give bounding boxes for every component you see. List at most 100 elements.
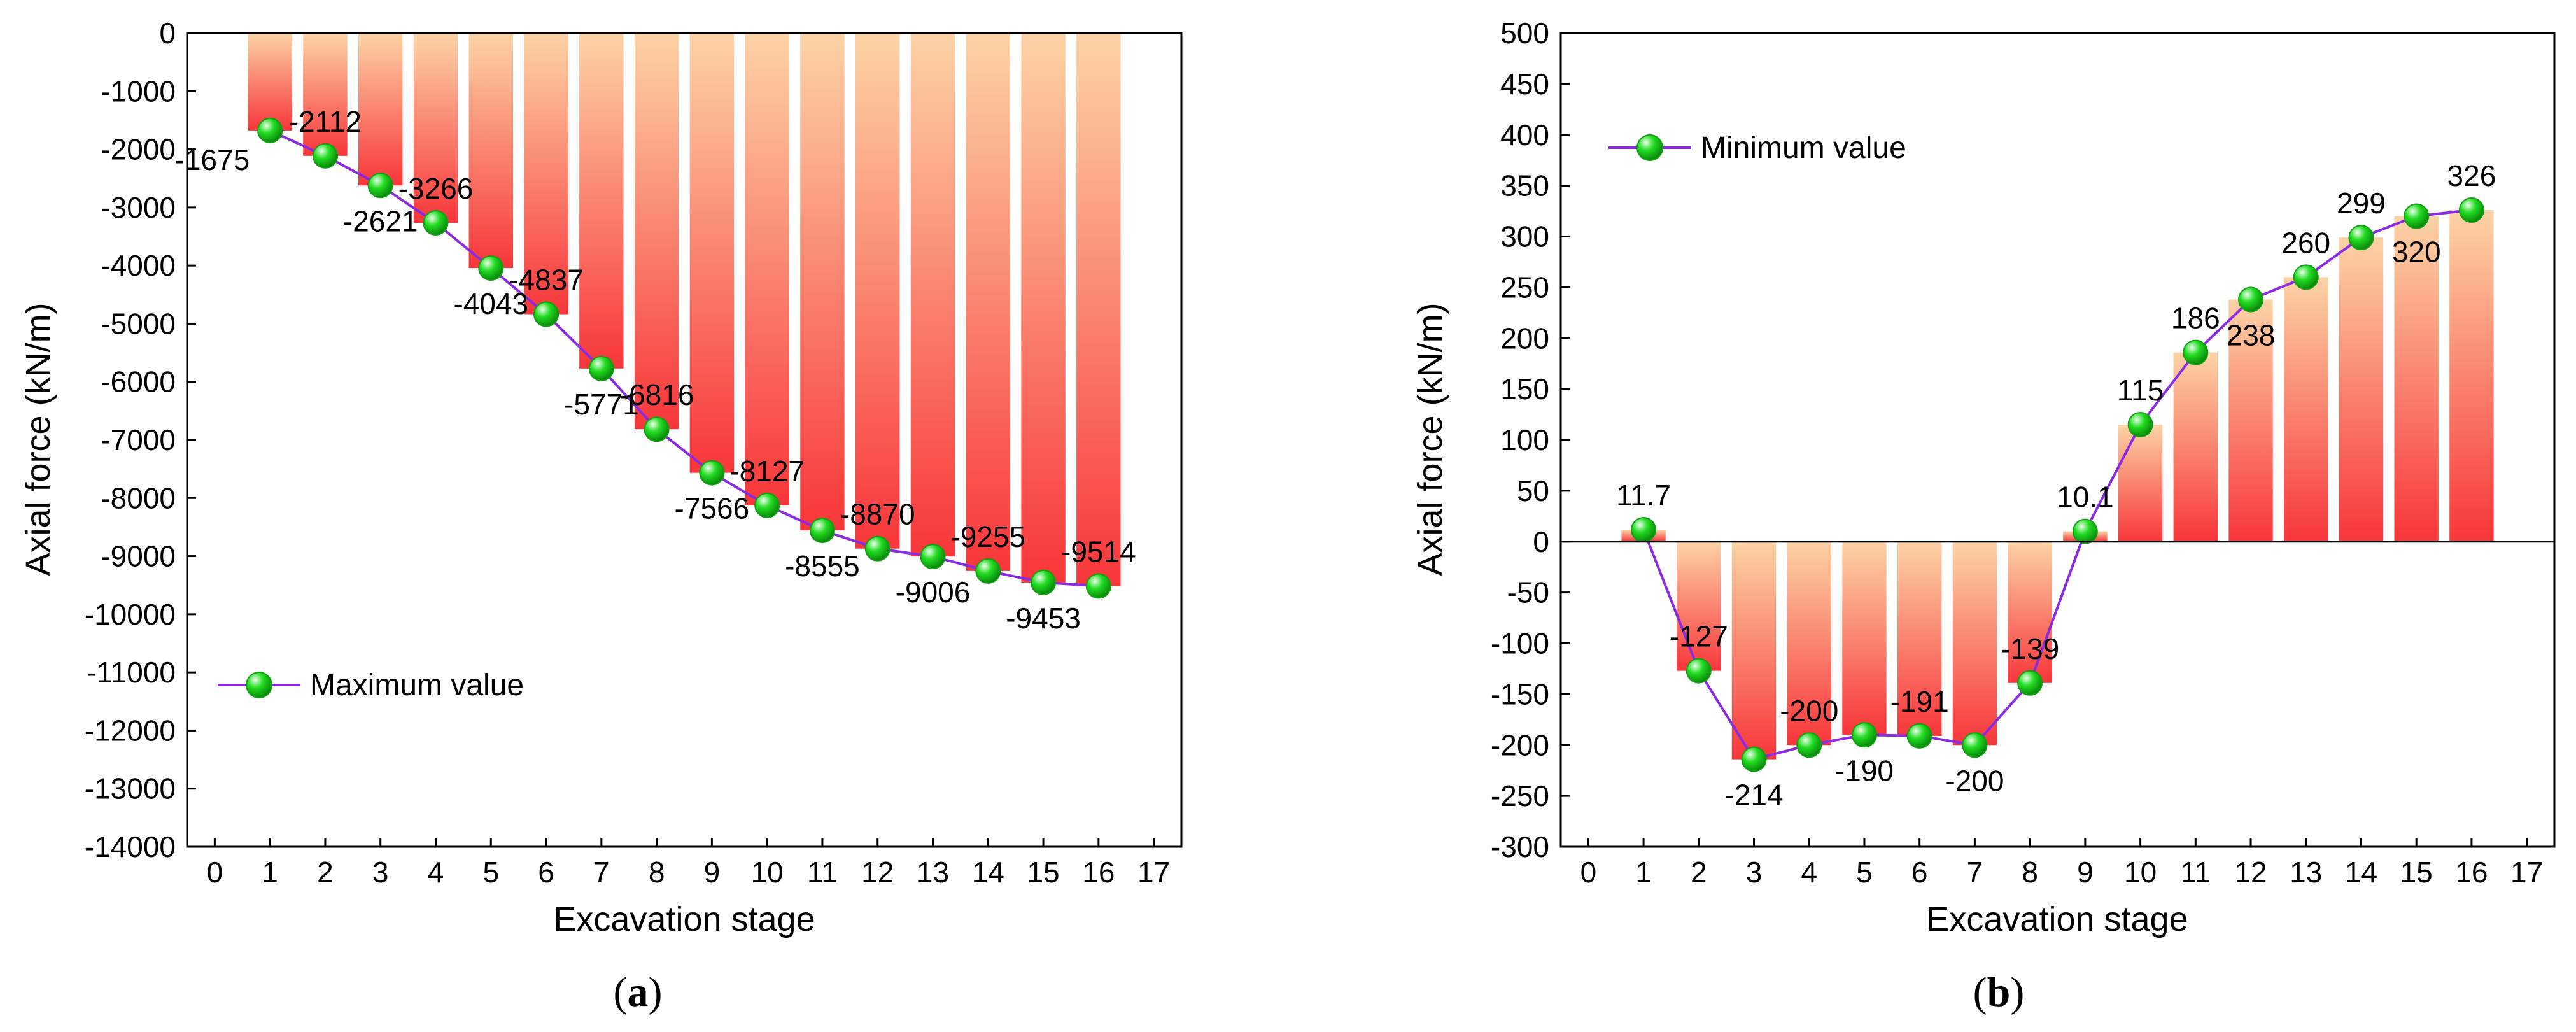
x-tick-label: 4 bbox=[1801, 856, 1817, 889]
bar bbox=[910, 33, 955, 557]
y-tick-label: -1000 bbox=[101, 74, 176, 108]
data-point bbox=[423, 210, 449, 236]
data-label: 11.7 bbox=[1616, 479, 1671, 512]
y-tick-labels: 500450400350300250200150100500-50-100-15… bbox=[1491, 17, 1549, 863]
x-tick-label: 6 bbox=[538, 856, 554, 889]
y-tick-label: 50 bbox=[1517, 474, 1549, 507]
data-label: -214 bbox=[1724, 779, 1783, 812]
bar bbox=[966, 33, 1010, 571]
data-point bbox=[1085, 573, 1111, 599]
data-point bbox=[1796, 732, 1822, 758]
y-tick-label: 0 bbox=[159, 17, 176, 50]
y-tick-label: -10000 bbox=[85, 598, 176, 631]
bar bbox=[1842, 541, 1887, 735]
chart-panel-a: -1675 -2112 -2621-3266 -4043-4837 -5771-6816… bbox=[19, 17, 1183, 1015]
y-tick-label: 300 bbox=[1500, 220, 1549, 253]
axes-group bbox=[1559, 32, 2556, 848]
y-axis-title: Axial force (kN/m) bbox=[1411, 302, 1449, 576]
bar bbox=[1677, 541, 1721, 671]
data-label: -4043 bbox=[453, 287, 528, 320]
bar bbox=[303, 33, 348, 156]
x-tick-label: 12 bbox=[2234, 856, 2267, 889]
bar bbox=[800, 33, 845, 530]
x-tick-label: 4 bbox=[428, 856, 444, 889]
series-line bbox=[1642, 208, 2472, 761]
data-point bbox=[478, 255, 504, 281]
data-label: -200 bbox=[1945, 764, 2004, 797]
y-tick-label: 400 bbox=[1500, 118, 1549, 152]
y-tick-labels: 0 -1000 -2000 -3000 -4000 -5000 -6000 -7000 -800… bbox=[85, 17, 176, 863]
x-tick-label: 14 bbox=[2345, 856, 2377, 889]
legend: Minimum value bbox=[1608, 131, 1906, 165]
data-point bbox=[864, 535, 890, 562]
legend: Maximum value bbox=[218, 668, 524, 702]
y-tick-label: -5000 bbox=[101, 307, 176, 340]
y-tick-label: 150 bbox=[1500, 372, 1549, 406]
data-label: -9006 bbox=[896, 576, 971, 609]
data-label: -5771 bbox=[564, 388, 639, 421]
data-point bbox=[2183, 339, 2209, 365]
bar bbox=[2228, 299, 2273, 542]
y-tick-label: 200 bbox=[1500, 322, 1549, 355]
y-axis-title: Axial force (kN/m) bbox=[19, 302, 57, 576]
data-point bbox=[257, 117, 283, 143]
data-label: 326 bbox=[2447, 159, 2496, 192]
data-label: -1675 bbox=[175, 143, 250, 176]
chart-panel-b: 11.7-127-214-200-190-191-200-13910.11151… bbox=[1411, 17, 2556, 1015]
x-tick-label: 16 bbox=[2455, 856, 2488, 889]
data-point bbox=[533, 301, 560, 327]
y-tick-label: -3000 bbox=[101, 191, 176, 224]
data-point bbox=[2348, 225, 2374, 251]
data-point bbox=[2127, 412, 2153, 438]
panel-label-open: ( bbox=[614, 969, 628, 1015]
x-tick-label: 15 bbox=[1027, 856, 1059, 889]
data-point bbox=[975, 558, 1001, 584]
data-label: -200 bbox=[1780, 694, 1838, 727]
data-point bbox=[1851, 722, 1877, 748]
x-tick-label: 1 bbox=[262, 856, 278, 889]
data-point bbox=[588, 355, 614, 381]
x-axis-title: Excavation stage bbox=[1926, 900, 2188, 938]
x-tick-label: 6 bbox=[1911, 856, 1928, 889]
data-labels-group: 11.7 -127 -214 -200 -190 -191 -200 -139 10.1 115 1… bbox=[1616, 159, 2496, 812]
y-tick-label: 350 bbox=[1500, 169, 1549, 202]
x-tick-label: 5 bbox=[482, 856, 499, 889]
bar bbox=[2284, 277, 2328, 542]
y-tick-label: -9000 bbox=[101, 540, 176, 573]
data-label: 260 bbox=[2281, 226, 2330, 259]
x-tick-labels: 0 1 2 3 4 5 6 7 8 9 10 11 12 13 14 15 16 17 bbox=[1580, 856, 2544, 889]
bar bbox=[2449, 209, 2494, 542]
x-tick-label: 13 bbox=[917, 856, 949, 889]
data-point bbox=[1962, 732, 1988, 758]
data-label: -139 bbox=[2001, 632, 2059, 665]
x-tick-label: 15 bbox=[2400, 856, 2433, 889]
bar bbox=[855, 33, 900, 549]
x-tick-label: 1 bbox=[1635, 856, 1652, 889]
data-label: 10.1 bbox=[2057, 481, 2114, 514]
data-label: -2621 bbox=[343, 204, 418, 237]
data-label: -190 bbox=[1835, 754, 1894, 787]
x-tick-label: 9 bbox=[704, 856, 721, 889]
bar bbox=[2173, 352, 2218, 542]
x-tick-label: 17 bbox=[1137, 856, 1170, 889]
data-label: -6816 bbox=[619, 378, 694, 411]
y-tick-label: 100 bbox=[1500, 423, 1549, 456]
panel-label-letter: b bbox=[1987, 969, 2011, 1015]
x-tick-label: 5 bbox=[1856, 856, 1873, 889]
panel-label-b: (b) bbox=[1973, 969, 2025, 1015]
series-line-group bbox=[269, 129, 1099, 588]
data-point bbox=[754, 492, 780, 518]
y-tick-label: -7000 bbox=[101, 423, 176, 456]
axes-group bbox=[186, 32, 1183, 848]
bar bbox=[1897, 541, 1942, 736]
data-point bbox=[809, 517, 835, 543]
data-label: -9514 bbox=[1061, 535, 1136, 568]
x-tick-label: 13 bbox=[2290, 856, 2322, 889]
markers-group bbox=[1631, 197, 2484, 772]
data-point bbox=[1031, 569, 1057, 595]
x-tick-label: 0 bbox=[207, 856, 223, 889]
x-tick-labels: 0 1 2 3 4 5 6 7 8 9 10 11 12 13 14 15 16 17 bbox=[207, 856, 1171, 889]
data-point bbox=[699, 460, 725, 486]
series-line bbox=[269, 129, 1099, 588]
